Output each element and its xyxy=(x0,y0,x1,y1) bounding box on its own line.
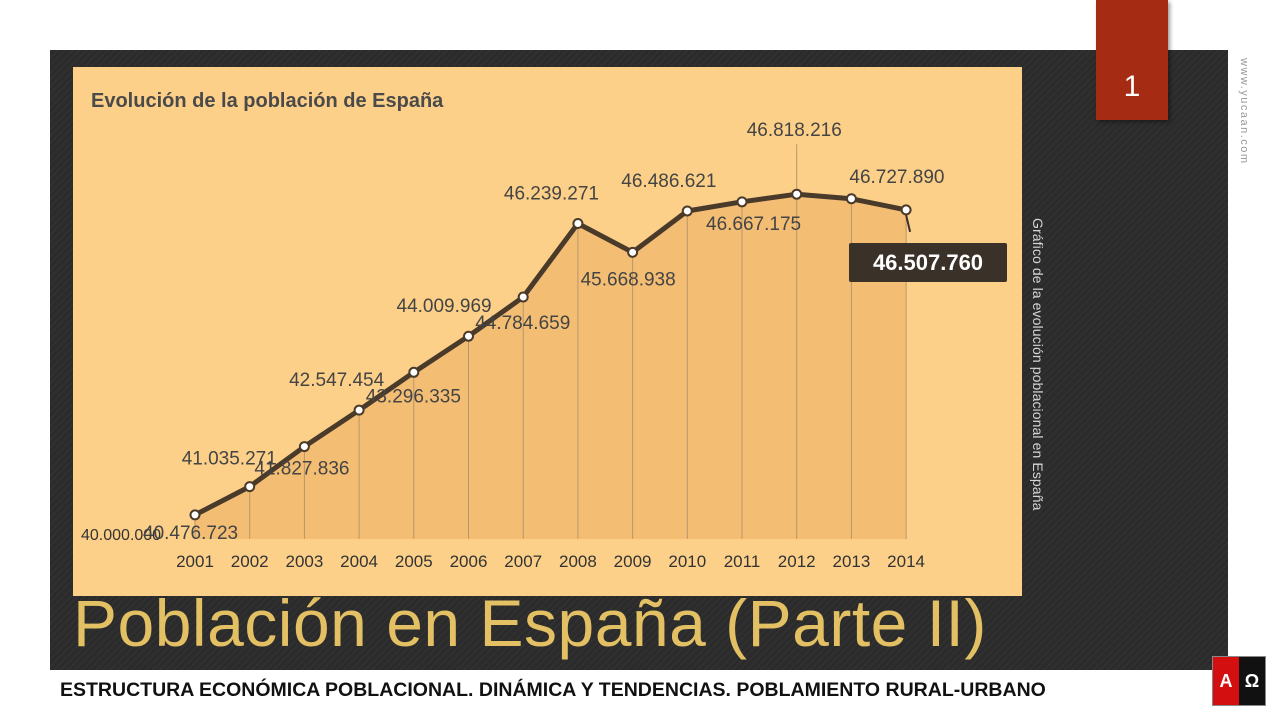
population-line xyxy=(192,191,909,518)
year-label-2001: 2001 xyxy=(176,552,214,571)
value-label-2002: 41.035.271 xyxy=(182,449,277,470)
data-point-2009 xyxy=(627,246,639,258)
year-label-2007: 2007 xyxy=(504,552,542,571)
logo-alpha: A xyxy=(1213,657,1239,705)
data-point-2012 xyxy=(791,188,803,200)
data-point-2010 xyxy=(681,205,693,217)
data-point-2004 xyxy=(353,404,365,416)
data-point-2003 xyxy=(298,441,310,453)
data-point-2006 xyxy=(463,330,474,342)
value-label-2005: 43.296.335 xyxy=(366,386,461,407)
chart-caption: Gráfico de la evolución poblacional en E… xyxy=(1030,218,1046,511)
logo-omega: Ω xyxy=(1239,657,1265,705)
data-point-2001 xyxy=(189,509,201,521)
year-label-2002: 2002 xyxy=(231,552,269,571)
alpha-omega-logo: A Ω xyxy=(1212,656,1266,706)
callout-pointer xyxy=(905,214,912,233)
slide-title: Población en España (Parte II) xyxy=(73,586,987,660)
year-label-2003: 2003 xyxy=(285,552,323,571)
data-point-2008 xyxy=(572,217,584,229)
slide-subtitle: ESTRUCTURA ECONÓMICA POBLACIONAL. DINÁMI… xyxy=(60,679,1046,701)
chart-svg: Evolución de la población de España 40.0… xyxy=(81,90,1007,571)
value-label-2001: 40.476.723 xyxy=(143,523,238,544)
value-label-2012: 46.818.216 xyxy=(747,120,842,141)
data-point-2002 xyxy=(244,481,256,493)
value-label-2008: 46.239.271 xyxy=(504,183,599,204)
slide-number-badge: 1 xyxy=(1096,0,1168,120)
chart-area-fill xyxy=(195,194,907,539)
year-label-2011: 2011 xyxy=(724,552,761,571)
baseline-label: 40.000.000 xyxy=(81,527,161,544)
data-point-2014 xyxy=(900,204,912,216)
chart-title: Evolución de la población de España xyxy=(91,90,444,112)
value-label-2011: 46.667.175 xyxy=(706,214,801,235)
year-label-2014: 2014 xyxy=(887,552,925,571)
value-label-2013: 46.727.890 xyxy=(849,167,944,188)
year-label-2010: 2010 xyxy=(668,552,706,571)
value-label-2003: 41.827.836 xyxy=(254,459,349,480)
watermark: www.yucaan.com xyxy=(1238,58,1250,165)
year-label-2006: 2006 xyxy=(450,552,488,571)
callout-value-2014: 46.507.760 xyxy=(873,250,983,275)
value-label-2010: 46.486.621 xyxy=(621,171,716,192)
value-label-2009: 45.668.938 xyxy=(581,269,676,290)
value-label-2004: 42.547.454 xyxy=(289,370,385,391)
year-label-2008: 2008 xyxy=(559,552,597,571)
year-label-2009: 2009 xyxy=(614,552,652,571)
data-point-2007 xyxy=(517,291,529,303)
population-chart: Evolución de la población de España 40.0… xyxy=(73,67,1022,596)
year-label-2012: 2012 xyxy=(778,552,816,571)
value-label-2007: 44.784.659 xyxy=(475,313,570,334)
value-label-2006: 44.009.969 xyxy=(397,296,492,317)
slide-number: 1 xyxy=(1123,70,1141,103)
year-label-2005: 2005 xyxy=(395,552,433,571)
data-point-2005 xyxy=(408,366,420,378)
callout-box xyxy=(849,243,1007,282)
year-label-2013: 2013 xyxy=(832,552,870,571)
data-point-2013 xyxy=(845,193,857,205)
data-point-2011 xyxy=(736,196,748,208)
year-label-2004: 2004 xyxy=(340,552,378,571)
